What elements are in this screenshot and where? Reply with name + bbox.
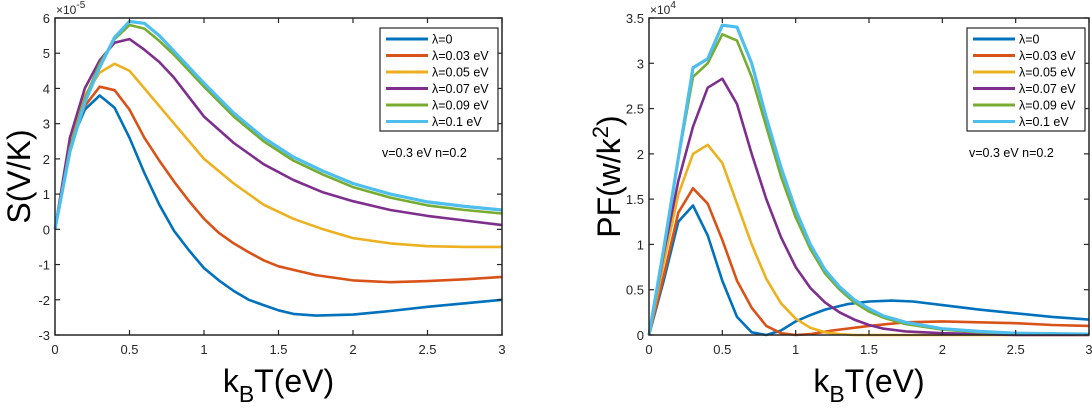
legend-label-3: λ=0.07 eV <box>1019 82 1076 96</box>
y-tick-label: 6 <box>43 11 50 26</box>
y-axis-label: S(V/K) <box>1 129 37 223</box>
series-line-1 <box>647 187 1090 337</box>
y-axis-label: PF(w/k2) <box>588 115 627 237</box>
x-tick-label: 2 <box>939 342 946 357</box>
y-tick-label: -1 <box>38 258 50 273</box>
legend-label-2: λ=0.05 eV <box>432 66 489 80</box>
y-tick-label: 1 <box>43 187 50 202</box>
power-factor-plot: 0 0.5 1 1.5 2 2.5 3 0 0.5 1 1.5 2 2.5 3 3.5 ×104 PF(w/… <box>588 0 1092 407</box>
legend-label-5: λ=0.1 eV <box>1019 115 1069 129</box>
y-exponent-label: ×10-5 <box>56 0 86 17</box>
x-tick-label: 1.5 <box>269 342 287 357</box>
y-tick-label: 5 <box>43 46 50 61</box>
series-line-2 <box>53 62 502 249</box>
y-tick-label: 0.5 <box>626 283 644 298</box>
legend-label-4: λ=0.09 eV <box>432 99 489 113</box>
y-tick-label: -2 <box>38 293 50 308</box>
legend-label-1: λ=0.03 eV <box>432 49 489 63</box>
series-line-3 <box>647 77 1089 337</box>
x-tick-label: 2.5 <box>418 342 436 357</box>
x-tick-label: 0.5 <box>713 342 731 357</box>
legend-label-0: λ=0 <box>432 33 453 47</box>
legend-label-0: λ=0 <box>1019 33 1040 47</box>
legend-label-5: λ=0.1 eV <box>432 115 482 129</box>
y-tick-label: -3 <box>38 328 50 343</box>
y-tick-label: 3.5 <box>626 11 644 26</box>
x-tick-label: 1 <box>200 342 207 357</box>
legend-label-4: λ=0.09 eV <box>1019 99 1076 113</box>
legend-label-2: λ=0.05 eV <box>1019 66 1076 80</box>
annotation-params: v=0.3 eV n=0.2 <box>382 146 467 160</box>
legend-label-1: λ=0.03 eV <box>1019 49 1076 63</box>
series-line-0 <box>647 204 1090 337</box>
x-axis-label: kBT(eV) <box>223 363 334 407</box>
y-tick-label: 0 <box>43 222 50 237</box>
legend: λ=0 λ=0.03 eV λ=0.05 eV λ=0.07 eV λ=0.09 eV λ… <box>379 27 499 132</box>
y-exponent-label: ×104 <box>650 0 676 17</box>
x-tick-label: 1.5 <box>860 342 878 357</box>
legend-box <box>379 27 499 132</box>
legend-box <box>966 27 1086 132</box>
y-tick-label: 1 <box>637 237 644 252</box>
series-line-1 <box>53 85 503 284</box>
y-tick-label: 1.5 <box>626 192 644 207</box>
y-tick-label: 3 <box>43 117 50 132</box>
y-tick-label: 2.5 <box>626 102 644 117</box>
series-line-5 <box>53 19 503 230</box>
legend-label-3: λ=0.07 eV <box>432 82 489 96</box>
y-tick-label: 2 <box>637 147 644 162</box>
ticks-layer: 0 0.5 1 1.5 2 2.5 3 -3 -2 -1 0 1 2 3 4 5 6 <box>38 11 505 357</box>
x-tick-label: 0 <box>645 342 652 357</box>
series-line-5 <box>647 23 1090 336</box>
legend: λ=0 λ=0.03 eV λ=0.05 eV λ=0.07 eV λ=0.09 eV λ… <box>966 27 1086 132</box>
x-tick-label: 2.5 <box>1007 342 1025 357</box>
x-tick-label: 3 <box>498 342 505 357</box>
x-tick-label: 0.5 <box>120 342 138 357</box>
x-tick-label: 0 <box>51 342 58 357</box>
x-axis-label: kBT(eV) <box>813 363 924 407</box>
series-line-2 <box>647 143 1089 337</box>
ticks-layer: 0 0.5 1 1.5 2 2.5 3 0 0.5 1 1.5 2 2.5 3 3.5 <box>626 11 1092 357</box>
series-line-0 <box>53 94 503 317</box>
x-tick-label: 3 <box>1085 342 1092 357</box>
annotation-params: v=0.3 eV n=0.2 <box>969 146 1054 160</box>
y-tick-label: 0 <box>637 328 644 343</box>
y-tick-label: 2 <box>43 152 50 167</box>
series-layer <box>53 19 503 317</box>
y-tick-label: 4 <box>43 81 50 96</box>
x-tick-label: 1 <box>792 342 799 357</box>
x-tick-label: 2 <box>349 342 356 357</box>
y-tick-label: 3 <box>637 56 644 71</box>
